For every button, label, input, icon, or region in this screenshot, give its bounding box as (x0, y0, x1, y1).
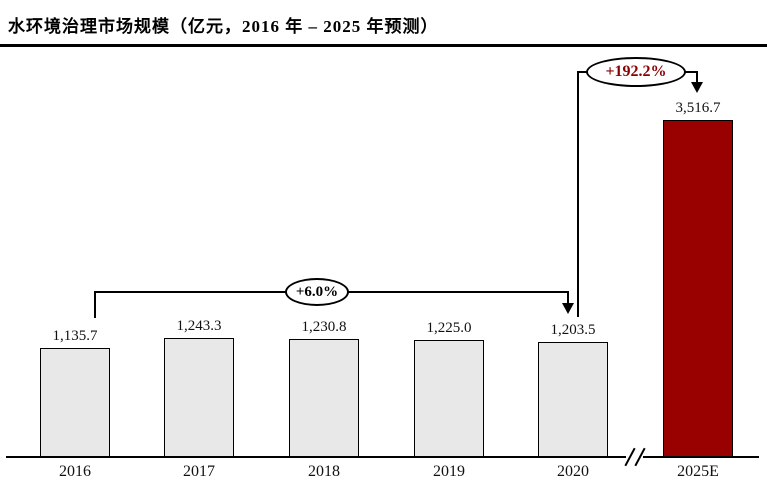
bar-value-label: 1,230.8 (301, 319, 347, 335)
x-axis-tick-label: 2020 (557, 463, 589, 480)
bar-2017 (164, 338, 234, 457)
bar-2025E (663, 120, 733, 457)
cagr-bracket-left-line (94, 291, 96, 318)
x-axis-tick-label: 2016 (59, 463, 91, 480)
growth-bracket-left-line (577, 71, 579, 317)
bar-value-label: 1,243.3 (176, 318, 222, 334)
bar-value-label: 1,225.0 (426, 320, 472, 336)
cagr-annotation-badge: +6.0% (285, 278, 349, 306)
axis-break-gap (626, 454, 643, 460)
growth-arrow-shaft (696, 71, 698, 83)
bar-value-label: 3,516.7 (675, 100, 721, 116)
bar-2016 (40, 348, 110, 457)
growth-annotation-label: +192.2% (605, 63, 667, 80)
x-axis-tick-label: 2018 (308, 463, 340, 480)
cagr-arrowhead-icon (562, 303, 574, 314)
chart-title: 水环境治理市场规模（亿元，2016 年 – 2025 年预测） (8, 17, 439, 36)
x-axis-line (6, 456, 759, 458)
bar-value-label: 1,135.7 (52, 328, 98, 344)
bar-2019 (414, 340, 484, 457)
cagr-annotation-label: +6.0% (295, 283, 339, 300)
growth-annotation-badge: +192.2% (586, 57, 686, 87)
x-axis-tick-label: 2017 (183, 463, 215, 480)
cagr-arrow-shaft (567, 291, 569, 304)
bar-2018 (289, 339, 359, 457)
title-underline (0, 44, 767, 47)
x-axis-tick-label: 2019 (433, 463, 465, 480)
growth-arrowhead-icon (691, 82, 703, 93)
bar-value-label: 1,203.5 (550, 322, 596, 338)
bar-2020 (538, 342, 608, 457)
x-axis-tick-label: 2025E (677, 463, 719, 480)
